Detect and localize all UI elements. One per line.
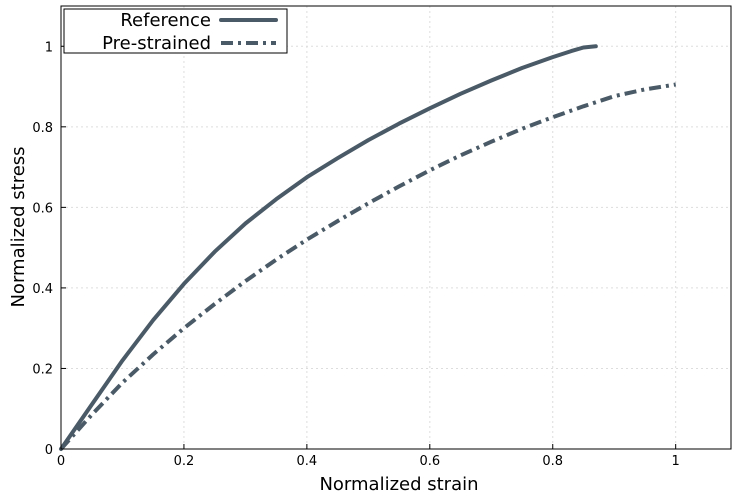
legend-box bbox=[63, 8, 288, 54]
axis-ticks: 0 0.2 0.4 0.6 0.8 1 0 0.2 0.4 0.6 0.8 1 bbox=[32, 40, 680, 469]
y-tick-label: 0.8 bbox=[32, 121, 53, 136]
grid bbox=[61, 6, 731, 449]
legend-label-reference: Reference bbox=[120, 10, 211, 31]
x-tick-label: 0.8 bbox=[542, 454, 563, 469]
x-tick-label: 0.6 bbox=[419, 454, 440, 469]
x-axis-label: Normalized strain bbox=[319, 474, 478, 495]
y-tick-label: 0.2 bbox=[32, 362, 53, 377]
legend-label-prestrained: Pre-strained bbox=[102, 33, 211, 54]
series-line-reference bbox=[59, 44, 598, 451]
y-tick-label: 0.4 bbox=[32, 282, 53, 297]
legend: Reference Pre-strained bbox=[63, 8, 288, 54]
x-tick-label: 0 bbox=[57, 454, 65, 469]
x-tick-label: 0.2 bbox=[174, 454, 195, 469]
y-axis-label: Normalized stress bbox=[8, 146, 29, 307]
series-lines bbox=[59, 44, 677, 451]
y-tick-label: 1 bbox=[45, 40, 53, 55]
x-tick-label: 1 bbox=[672, 454, 680, 469]
plot-frame bbox=[60, 5, 732, 450]
y-tick-label: 0.6 bbox=[32, 201, 53, 216]
x-tick-label: 0.4 bbox=[297, 454, 318, 469]
y-tick-label: 0 bbox=[45, 443, 53, 458]
